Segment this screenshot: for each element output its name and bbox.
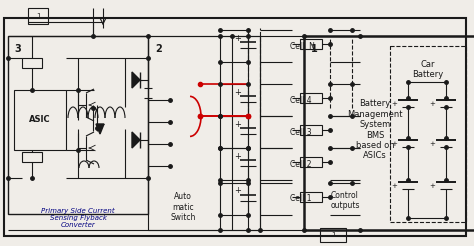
Bar — [390, 46, 466, 222]
Bar — [4, 18, 466, 236]
Text: +: + — [391, 183, 397, 189]
Bar — [300, 39, 322, 49]
Text: ASIC: ASIC — [29, 116, 51, 124]
Polygon shape — [132, 72, 140, 88]
Text: Battery
Management
System
BMS
based on
ASICs: Battery Management System BMS based on A… — [347, 99, 403, 160]
Bar — [8, 36, 148, 214]
Text: Car
Battery: Car Battery — [412, 60, 444, 79]
Text: Auto
matic
Switch: Auto matic Switch — [170, 192, 196, 222]
Text: 1: 1 — [36, 13, 40, 19]
Text: +: + — [235, 186, 241, 195]
Text: Cell 2: Cell 2 — [290, 160, 311, 169]
Bar — [22, 58, 42, 68]
Bar — [300, 157, 322, 167]
Text: +: + — [235, 34, 241, 43]
Text: Cell  N: Cell N — [290, 42, 315, 51]
Text: +: + — [235, 88, 241, 97]
Text: Cell 3: Cell 3 — [290, 128, 311, 137]
Polygon shape — [96, 124, 104, 134]
Bar — [320, 228, 346, 242]
Text: +: + — [391, 141, 397, 147]
Bar — [304, 36, 474, 230]
Text: +: + — [429, 101, 435, 107]
Text: +: + — [235, 152, 241, 161]
Text: +: + — [429, 141, 435, 147]
Text: Control
outputs: Control outputs — [330, 191, 360, 210]
Text: +: + — [235, 120, 241, 129]
Text: 2: 2 — [155, 44, 162, 54]
Bar — [300, 192, 322, 202]
Text: Primary Side Current
Sensing Flyback
Converter: Primary Side Current Sensing Flyback Con… — [41, 208, 115, 228]
Bar — [22, 152, 42, 162]
Bar — [300, 93, 322, 103]
Polygon shape — [132, 132, 140, 148]
Text: +: + — [391, 101, 397, 107]
Bar — [14, 90, 66, 150]
Text: 1: 1 — [311, 44, 318, 54]
Text: 3: 3 — [14, 44, 21, 54]
Bar — [300, 125, 322, 135]
Text: +: + — [429, 183, 435, 189]
Text: Cell 1: Cell 1 — [290, 194, 311, 203]
Bar — [28, 8, 48, 24]
Bar — [148, 36, 260, 230]
Text: Cell 4: Cell 4 — [290, 96, 311, 105]
Text: 1: 1 — [331, 232, 335, 238]
